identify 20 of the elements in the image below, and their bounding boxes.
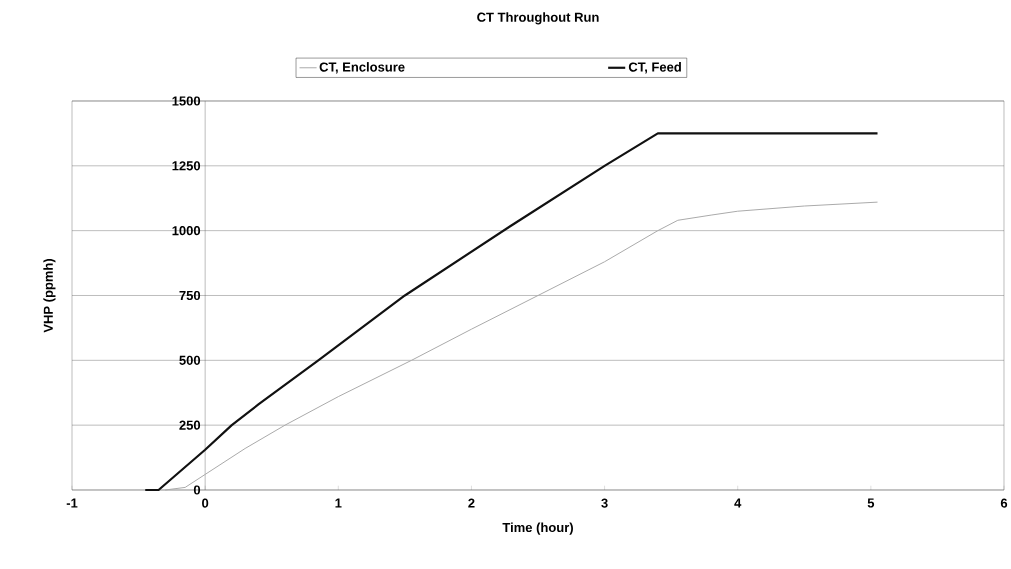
x-tick-label: 6 [1000,498,1008,508]
x-tick-label: 0 [202,498,209,508]
y-tick-label: 1250 [172,161,201,171]
y-tick-label: 0 [193,485,201,495]
x-tick-label: 1 [335,498,342,508]
y-tick-label: 250 [179,420,201,430]
x-tick-label: 4 [734,498,742,508]
y-axis-title: VHP (ppmh) [43,258,56,333]
y-tick-label: 500 [179,355,201,365]
x-tick-label: 3 [601,498,608,508]
legend-label: CT, Enclosure [319,62,405,74]
y-tick-label: 1500 [172,96,201,106]
y-tick-label: 1000 [172,226,201,236]
x-tick-label: 5 [867,498,875,508]
x-tick-label: 2 [468,498,475,508]
x-tick-label: -1 [66,498,78,508]
chart-title: CT Throughout Run [477,12,599,25]
x-axis-title: Time (hour) [502,522,573,535]
y-tick-label: 750 [179,290,201,301]
legend-label: CT, Feed [628,62,681,74]
